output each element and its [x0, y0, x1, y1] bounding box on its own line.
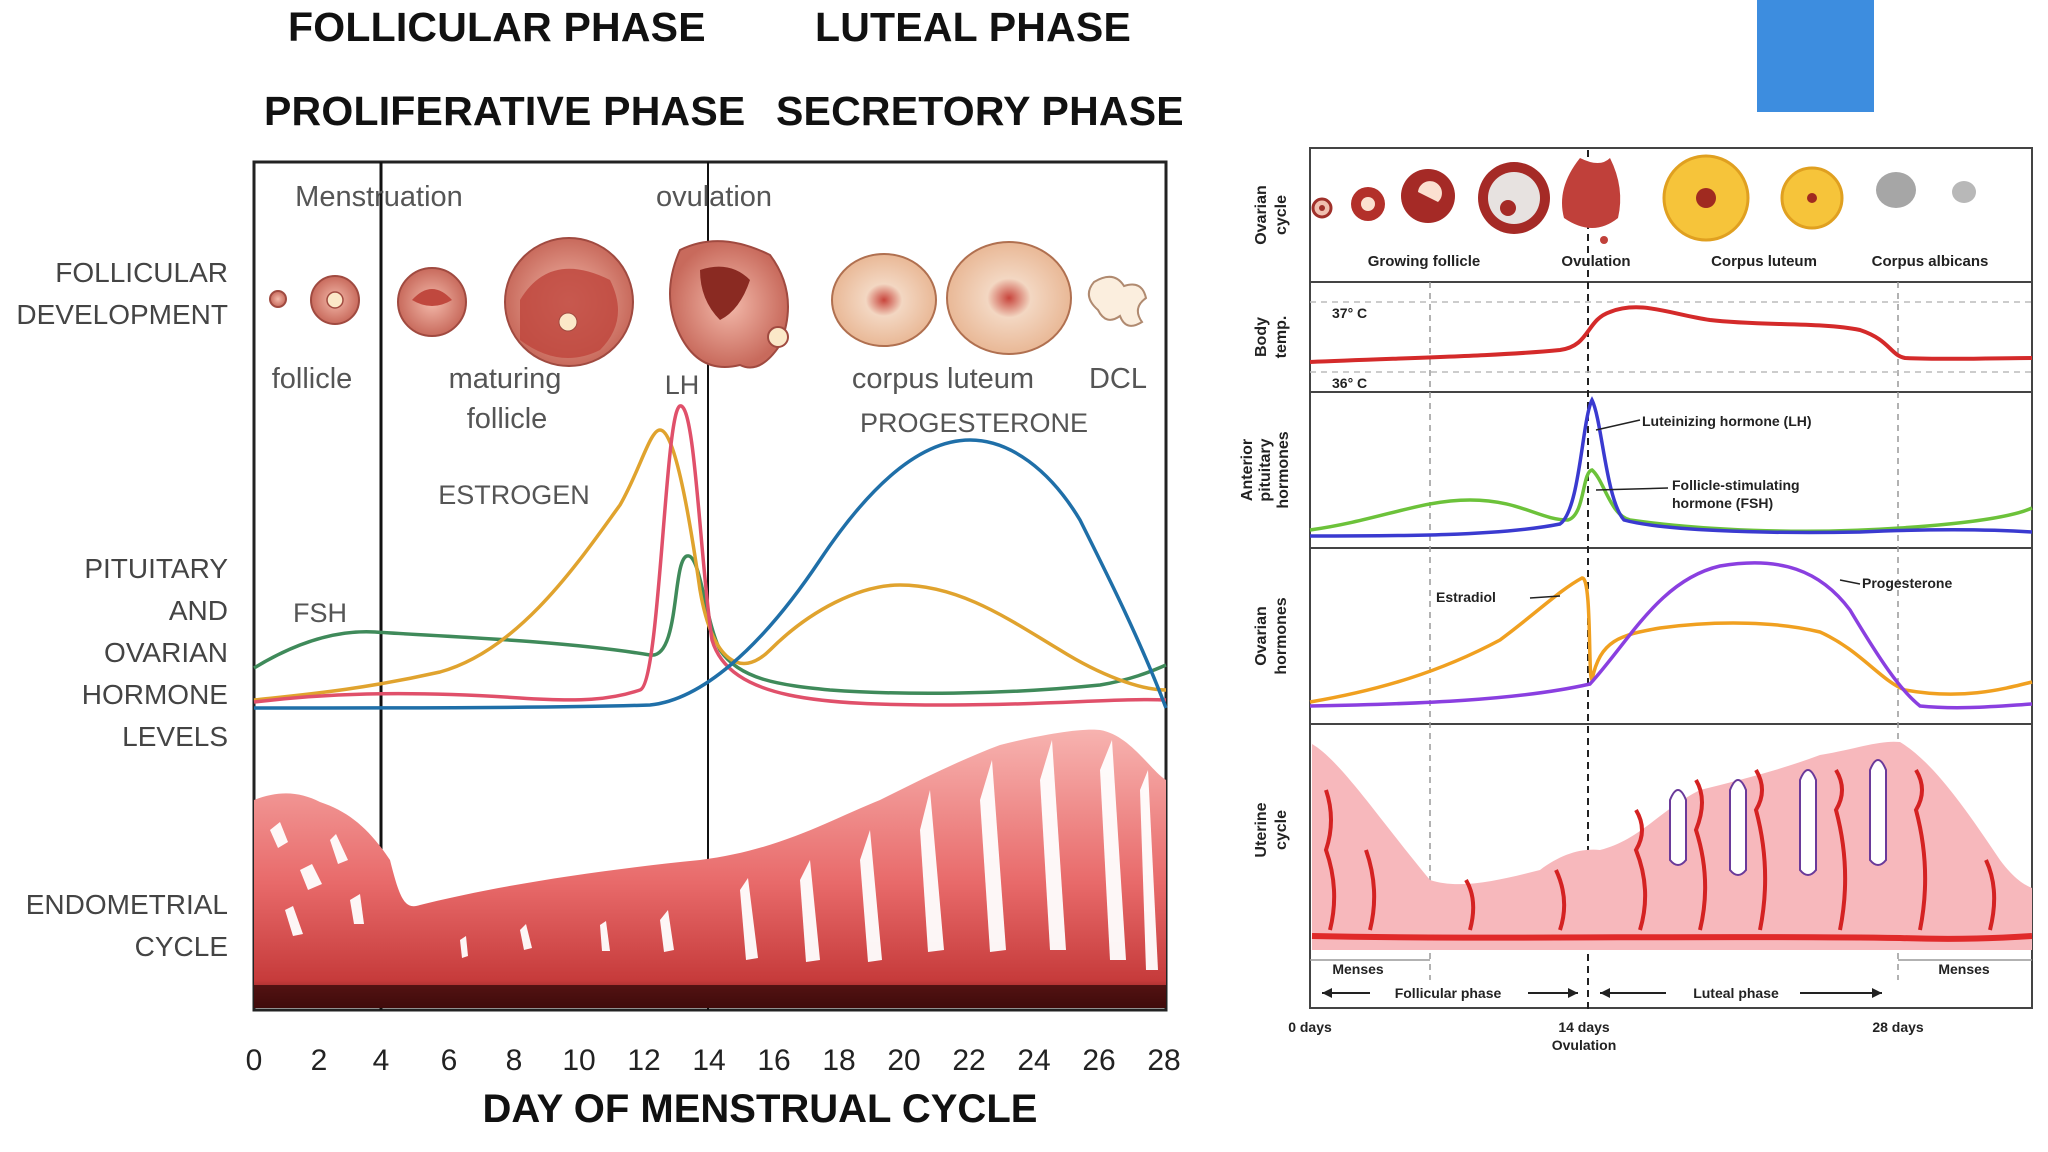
- svg-text:cycle: cycle: [1273, 810, 1290, 850]
- dcl-label: DCL: [1089, 363, 1147, 395]
- x-axis-title: DAY OF MENSTRUAL CYCLE: [483, 1087, 1038, 1131]
- follicular-phase-label: Follicular phase: [1395, 985, 1502, 1001]
- anterior-pituitary-row-label: Anterior pituitary hormones: [1239, 431, 1292, 508]
- temp-low-label: 36° C: [1332, 375, 1367, 391]
- tick-label: 28: [1147, 1044, 1180, 1077]
- estrogen-label: ESTROGEN: [438, 480, 590, 510]
- estradiol-label: Estradiol: [1436, 589, 1496, 605]
- estrogen-curve: [253, 428, 1167, 702]
- right-fsh-label-1: Follicle-stimulating: [1672, 477, 1800, 493]
- right-progesterone-curve: [1309, 561, 2033, 710]
- endometrial-cycle-label: ENDOMETRIAL CYCLE: [25, 889, 228, 962]
- dcl-illustration: [1087, 275, 1148, 327]
- ovarian-hormones-row-label: Ovarian hormones: [1253, 597, 1290, 674]
- body-temp-curve: [1309, 305, 2033, 364]
- endometrium-illustration: [254, 729, 1166, 1008]
- tick-label: 4: [373, 1044, 390, 1077]
- ovarian-cycle-icons: [1311, 154, 1976, 244]
- ovulation-icon: [1562, 158, 1621, 228]
- tick-label: 16: [757, 1044, 790, 1077]
- tick-label: 0: [246, 1044, 263, 1077]
- ovulation-icon-label: Ovulation: [1561, 253, 1630, 270]
- temp-high-label: 37° C: [1332, 305, 1367, 321]
- tick-label: 2: [311, 1044, 328, 1077]
- right-fsh-label-2: hormone (FSH): [1672, 495, 1773, 511]
- corpus-luteum-label: corpus luteum: [852, 363, 1034, 395]
- tick-label: 12: [627, 1044, 660, 1077]
- follicular-phase-title: FOLLICULAR PHASE: [288, 4, 706, 50]
- svg-text:hormones: hormones: [1275, 431, 1292, 508]
- tick-label: 18: [822, 1044, 855, 1077]
- luteal-phase-title: LUTEAL PHASE: [815, 4, 1132, 50]
- svg-text:Ovarian: Ovarian: [1253, 185, 1270, 245]
- lh-label: LH: [665, 370, 700, 400]
- ovulation-label: ovulation: [656, 181, 772, 213]
- x-axis: 0 2 4 6 8 10 12 14 16 18 20 22 24 26 28: [246, 1044, 1181, 1077]
- hormone-levels-label: PITUITARY AND OVARIAN HORMONE LEVELS: [81, 553, 228, 752]
- left-plot-frame: [252, 160, 1168, 1012]
- estradiol-curve: [1309, 576, 2033, 704]
- svg-text:Anterior: Anterior: [1239, 439, 1256, 501]
- day-0-label: 0 days: [1288, 1019, 1332, 1035]
- tick-label: 24: [1017, 1044, 1050, 1077]
- tick-label: 14: [692, 1044, 725, 1077]
- svg-text:temp.: temp.: [1273, 316, 1290, 359]
- primordial-follicle: [269, 290, 287, 308]
- ovarian-cycle-row-label: Ovarian cycle: [1253, 185, 1290, 245]
- progesterone-curve: [253, 438, 1168, 710]
- corpus-luteum-illustration: [946, 241, 1072, 355]
- proliferative-phase-title: PROLIFERATIVE PHASE: [264, 88, 746, 134]
- tick-label: 10: [562, 1044, 595, 1077]
- uterine-lining-illustration: [1311, 741, 2033, 950]
- corpus-luteum-icon-label: Corpus luteum: [1711, 253, 1817, 270]
- svg-text:Uterine: Uterine: [1253, 802, 1270, 857]
- menses-right-label: Menses: [1938, 961, 1990, 977]
- svg-text:pituitary: pituitary: [1257, 438, 1274, 501]
- menses-left-label: Menses: [1332, 961, 1384, 977]
- tick-label: 6: [441, 1044, 458, 1077]
- fsh-label: FSH: [293, 598, 347, 628]
- tick-label: 22: [952, 1044, 985, 1077]
- svg-text:Ovarian: Ovarian: [1253, 606, 1270, 666]
- day-28-label: 28 days: [1872, 1019, 1924, 1035]
- maturing-follicle-label: follicle: [467, 403, 548, 435]
- right-fsh-curve: [1309, 468, 2033, 533]
- body-temp-row-label: Body temp.: [1253, 316, 1290, 359]
- maturing-label: maturing: [449, 363, 562, 395]
- follicular-development-label: FOLLICULAR DEVELOPMENT: [16, 257, 228, 330]
- growing-follicle-label: Growing follicle: [1368, 253, 1481, 270]
- lh-curve: [253, 404, 1167, 707]
- follicle-label: follicle: [272, 363, 353, 395]
- tick-label: 8: [506, 1044, 523, 1077]
- day-14-label: 14 days: [1558, 1019, 1610, 1035]
- corpus-albicans-icon: [1876, 172, 1916, 208]
- uterine-cycle-row-label: Uterine cycle: [1253, 802, 1290, 857]
- day-14-ovulation-label: Ovulation: [1552, 1037, 1617, 1053]
- luteal-phase-label: Luteal phase: [1693, 985, 1779, 1001]
- right-panel-frame: [1309, 147, 2033, 1009]
- right-progesterone-label: Progesterone: [1862, 575, 1952, 591]
- early-corpus-luteum: [831, 253, 937, 347]
- svg-text:hormones: hormones: [1273, 597, 1290, 674]
- right-lh-curve: [1309, 396, 2033, 538]
- menstruation-label: Menstruation: [295, 181, 463, 213]
- tick-label: 26: [1082, 1044, 1115, 1077]
- follicle-illustrations: [269, 237, 1148, 369]
- tick-label: 20: [887, 1044, 920, 1077]
- progesterone-label: PROGESTERONE: [860, 408, 1088, 438]
- svg-text:cycle: cycle: [1273, 195, 1290, 235]
- degenerated-corpus-albicans-icon: [1952, 181, 1976, 203]
- corpus-albicans-label: Corpus albicans: [1872, 253, 1989, 270]
- right-lh-label: Luteinizing hormone (LH): [1642, 413, 1812, 429]
- accent-box: [1757, 0, 1874, 112]
- secretory-phase-title: SECRETORY PHASE: [776, 88, 1184, 134]
- svg-text:Body: Body: [1253, 317, 1270, 357]
